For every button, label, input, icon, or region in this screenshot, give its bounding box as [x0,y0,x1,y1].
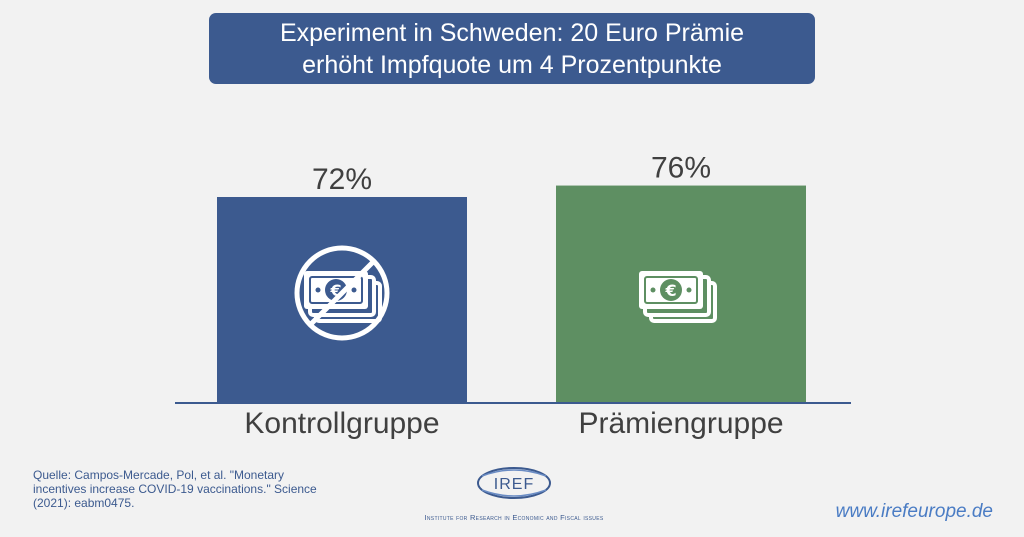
money-icon: € [639,271,717,323]
iref-logo: IREF Institute for Research in Economic … [384,466,644,526]
category-label-1: Kontrollgruppe [244,407,439,440]
iref-logo-mark: IREF [477,467,551,499]
website-link[interactable]: www.irefeurope.de [835,501,993,522]
title-box: Experiment in Schweden: 20 Euro Prämie e… [209,13,815,84]
source-citation: Quelle: Campos-Mercade, Pol, et al. "Mon… [33,468,317,510]
title-line-1: Experiment in Schweden: 20 Euro Prämie [279,18,745,47]
value-label-2: 76% [651,152,711,185]
svg-text:€: € [664,281,676,300]
no-money-icon: € [304,271,382,323]
no-sign-circle [294,245,390,341]
title-line-2: erhöht Impfquote um 4 Prozentpunkte [302,50,722,79]
no-sign-slash [308,259,376,327]
value-label-1: 72% [312,163,372,196]
category-label-2: Prämiengruppe [578,407,783,440]
logo-text: IREF [494,476,534,493]
logo-subtitle: Institute for Research in Economic and F… [424,513,604,522]
